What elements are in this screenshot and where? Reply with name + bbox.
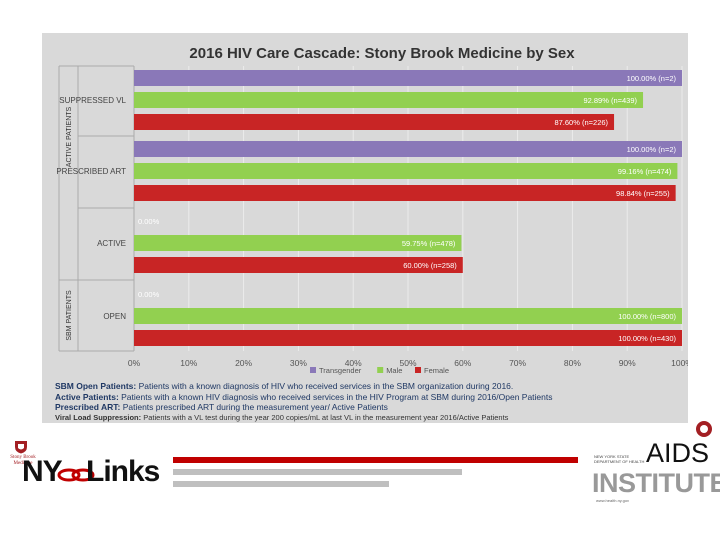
x-tick-label: 50% xyxy=(399,358,416,368)
aids-small-text: NEW YORK STATE DEPARTMENT OF HEALTH xyxy=(594,454,645,464)
bar-male xyxy=(134,92,644,108)
bar-transgender xyxy=(134,141,682,157)
data-label: 100.00% (n=2) xyxy=(627,145,677,154)
nys-seal-icon xyxy=(696,421,712,437)
data-label: 92.89% (n=439) xyxy=(583,96,637,105)
legend-label: Transgender xyxy=(319,366,362,375)
aids-text: AIDS xyxy=(645,438,709,468)
x-tick-label: 40% xyxy=(345,358,362,368)
bar-female xyxy=(134,185,676,201)
data-label: 59.75% (n=478) xyxy=(402,239,456,248)
nylinks-logo: NY Links xyxy=(22,455,172,493)
data-label: 0.00% xyxy=(138,290,160,299)
aids-institute-logo: AIDS NEW YORK STATE DEPARTMENT OF HEALTH… xyxy=(592,420,720,515)
divider-stripe-red xyxy=(173,457,578,463)
bar-female xyxy=(134,330,682,346)
chain-link-icon xyxy=(57,468,95,482)
data-label: 100.00% (n=430) xyxy=(618,334,676,343)
data-label: 87.60% (n=226) xyxy=(554,118,608,127)
bar-male xyxy=(134,235,462,251)
x-tick-label: 100% xyxy=(671,358,688,368)
x-tick-label: 80% xyxy=(564,358,581,368)
chart-footnotes: SBM Open Patients: Patients with a known… xyxy=(55,381,680,423)
category-label: OPEN xyxy=(103,312,126,321)
bar-female xyxy=(134,257,463,273)
data-label: 99.16% (n=474) xyxy=(618,167,672,176)
chart-title: 2016 HIV Care Cascade: Stony Brook Medic… xyxy=(189,45,575,62)
footnote-1: SBM Open Patients: Patients with a known… xyxy=(55,381,514,391)
bar-male xyxy=(134,308,682,324)
x-tick-label: 30% xyxy=(290,358,307,368)
footnote-4: Viral Load Suppression: Patients with a … xyxy=(55,412,509,422)
stony-brook-shield-icon xyxy=(15,441,27,454)
x-tick-label: 20% xyxy=(235,358,252,368)
bar-transgender xyxy=(134,70,682,86)
chart-panel: 2016 HIV Care Cascade: Stony Brook Medic… xyxy=(42,33,688,423)
stony-brook-text: Stony Brook Medicine xyxy=(10,455,36,466)
footnote-3: Prescribed ART: Patients prescribed ART … xyxy=(55,402,388,412)
category-label: PRESCRIBED ART xyxy=(56,167,126,176)
legend-label: Male xyxy=(386,366,402,375)
stony-brook-logo: Stony Brook Medicine xyxy=(6,440,40,476)
x-tick-label: 90% xyxy=(619,358,636,368)
x-tick-label: 10% xyxy=(180,358,197,368)
data-label: 60.00% (n=258) xyxy=(403,261,457,270)
group-label: SBM PATIENTS xyxy=(66,290,73,341)
category-label: SUPPRESSED VL xyxy=(59,96,126,105)
legend-label: Female xyxy=(424,366,449,375)
x-tick-label: 0% xyxy=(128,358,141,368)
group-label: ACTIVE PATIENTS xyxy=(66,106,73,167)
nylinks-ny-text: NY xyxy=(22,455,63,488)
nylinks-links-text: Links xyxy=(86,455,160,488)
footnote-2: Active Patients: Patients with a known H… xyxy=(55,391,553,402)
bar-male xyxy=(134,163,678,179)
data-label: 0.00% xyxy=(138,217,160,226)
legend-swatch-transgender xyxy=(310,367,316,373)
bar-female xyxy=(134,114,615,130)
institute-text: INSTITUTE xyxy=(592,468,720,498)
data-label: 100.00% (n=2) xyxy=(627,74,677,83)
category-label: ACTIVE xyxy=(97,239,126,248)
divider-stripe-gray-1 xyxy=(173,469,462,475)
data-label: 100.00% (n=800) xyxy=(618,312,676,321)
x-tick-label: 70% xyxy=(509,358,526,368)
legend-swatch-male xyxy=(377,367,384,373)
hiv-care-cascade-chart: 2016 HIV Care Cascade: Stony Brook Medic… xyxy=(56,45,688,375)
legend-swatch-female xyxy=(415,367,421,373)
aids-sub-text: www.health.ny.gov xyxy=(596,498,630,503)
data-label: 98.84% (n=255) xyxy=(616,189,670,198)
x-tick-label: 60% xyxy=(454,358,471,368)
divider-stripe-gray-2 xyxy=(173,481,389,487)
